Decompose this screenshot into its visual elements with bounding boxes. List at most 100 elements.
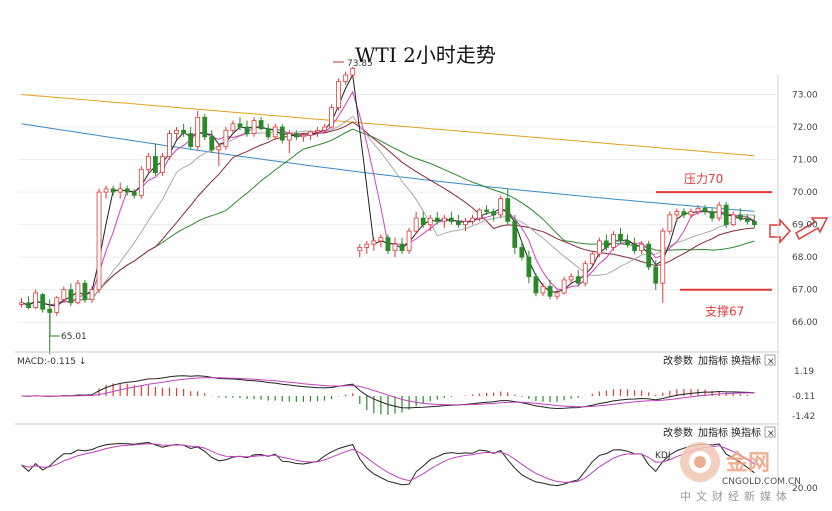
macd-close-box[interactable]	[764, 354, 776, 366]
macd-close-icon[interactable]: ×	[767, 357, 775, 367]
candle	[195, 110, 201, 150]
macd-params-button[interactable]: 改参数	[663, 354, 693, 367]
candle	[737, 208, 743, 222]
candle-body	[625, 240, 630, 245]
candle	[702, 205, 708, 215]
candle	[427, 214, 433, 232]
candle	[744, 214, 750, 225]
candle	[653, 260, 659, 290]
candle	[667, 211, 673, 235]
candle	[505, 188, 511, 225]
candle-body	[427, 217, 433, 226]
candle-body	[611, 233, 616, 248]
candle-body	[596, 240, 602, 255]
candle	[448, 211, 454, 225]
candle	[434, 211, 440, 225]
candle	[575, 270, 581, 287]
resistance-label: 压力70	[684, 172, 723, 186]
candle	[519, 240, 525, 261]
price-tick-label: 68.00	[792, 253, 818, 263]
support-label: 支撑67	[705, 304, 744, 319]
price-tick-label: 69.00	[792, 221, 818, 231]
candle-body	[604, 240, 609, 248]
watermark-url: CNGOLD.COM.CN	[722, 477, 801, 487]
candle-body	[498, 198, 504, 216]
candle-body	[279, 126, 285, 141]
candle	[279, 123, 285, 144]
candle-body	[561, 279, 567, 294]
candle-body	[371, 240, 377, 245]
candle	[561, 276, 567, 295]
kdj-close-icon[interactable]: ×	[767, 429, 775, 439]
candle	[75, 279, 81, 305]
chart-title: WTI 2小时走势	[355, 43, 496, 67]
low-marker: 65.01	[49, 306, 87, 342]
candle-body	[540, 286, 546, 294]
candle	[709, 208, 715, 222]
candle	[343, 71, 349, 85]
candle-body	[244, 126, 250, 134]
candle-body	[751, 220, 757, 226]
candle-body	[730, 214, 736, 226]
candle	[540, 283, 546, 297]
candle-body	[646, 243, 652, 268]
candle-body	[709, 211, 715, 219]
candle-body	[308, 131, 313, 136]
candle	[40, 292, 46, 313]
candle	[611, 231, 616, 251]
candle-body	[202, 116, 208, 138]
candle	[138, 166, 144, 199]
candle	[378, 234, 384, 248]
candle-body	[660, 230, 666, 284]
candle-body	[688, 211, 694, 216]
candle-body	[124, 188, 130, 193]
candle-body	[336, 81, 342, 108]
candle	[420, 211, 426, 228]
candle	[167, 130, 172, 160]
candle-body	[639, 243, 645, 252]
candle-body	[716, 204, 722, 219]
candle-body	[505, 198, 511, 222]
macd-switch-indicator-button[interactable]: 换指标	[731, 354, 761, 367]
candle-body	[322, 126, 327, 131]
candle	[110, 185, 116, 196]
watermark-coin-center	[694, 456, 706, 468]
macd-dif-line	[21, 375, 755, 410]
kdj-d-line	[21, 443, 755, 483]
kdj-close-box[interactable]	[764, 426, 776, 438]
candle-body	[477, 209, 482, 219]
candle	[695, 205, 701, 215]
candle-body	[61, 289, 67, 300]
ma-blue-line	[21, 123, 755, 212]
candle	[188, 127, 194, 150]
price-tick-label: 72.00	[792, 123, 818, 133]
candle	[153, 143, 158, 176]
macd-tick-bottom: -1.42	[792, 412, 815, 422]
kdj-switch-indicator-button[interactable]: 换指标	[731, 426, 761, 439]
candle	[547, 279, 553, 300]
candle-body	[19, 302, 24, 305]
candle	[568, 273, 574, 284]
candle-body	[456, 220, 461, 226]
candle	[96, 188, 102, 293]
candle	[491, 208, 497, 222]
candle	[124, 185, 130, 196]
candle	[117, 182, 123, 199]
candle	[308, 130, 313, 141]
kdj-add-indicator-button[interactable]: 加指标	[698, 426, 728, 439]
candle	[392, 237, 398, 258]
candle-body	[300, 134, 306, 138]
candle-body	[103, 188, 109, 193]
macd-add-indicator-button[interactable]: 加指标	[698, 354, 728, 367]
candle	[174, 127, 179, 141]
candle	[315, 127, 320, 137]
candle	[251, 117, 257, 137]
candle	[209, 130, 215, 154]
candle-body	[188, 133, 194, 147]
candle	[357, 244, 363, 258]
candle	[674, 208, 680, 222]
kdj-params-button[interactable]: 改参数	[663, 426, 693, 439]
candle-body	[385, 237, 391, 252]
candle-body	[618, 233, 623, 242]
price-tick-label: 66.00	[792, 318, 818, 328]
